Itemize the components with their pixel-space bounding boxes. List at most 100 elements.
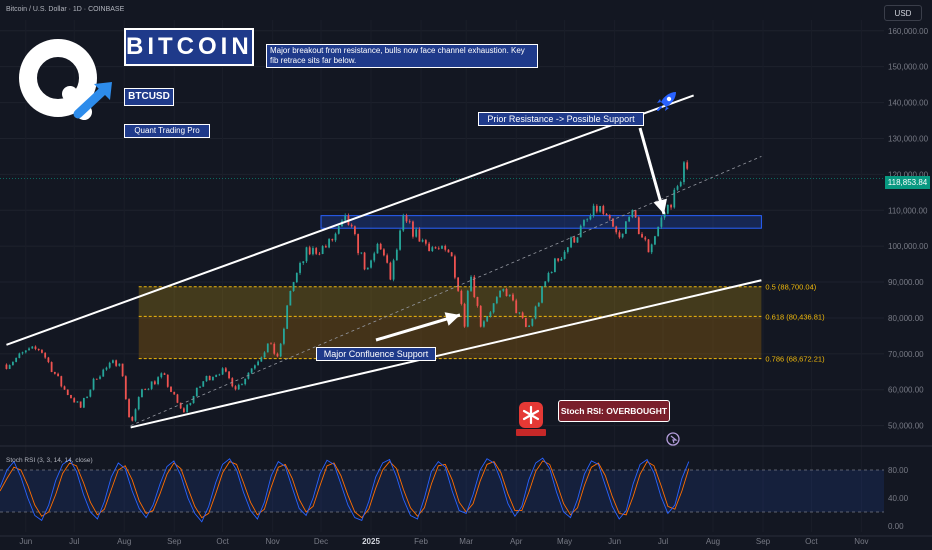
candle-body bbox=[131, 417, 134, 421]
candle-body bbox=[437, 248, 440, 250]
candle-body bbox=[47, 357, 50, 363]
candle-body bbox=[182, 408, 185, 412]
candle-body bbox=[202, 381, 205, 387]
candle-body bbox=[150, 381, 153, 389]
price-tick-label: 90,000.00 bbox=[888, 278, 924, 287]
candle-body bbox=[108, 362, 111, 368]
candle-body bbox=[221, 368, 224, 375]
candle-body bbox=[334, 233, 337, 241]
candle-body bbox=[654, 236, 656, 245]
candle-body bbox=[444, 245, 447, 250]
quant-q-logo-icon bbox=[19, 39, 112, 120]
candle-body bbox=[370, 260, 372, 268]
time-tick-label: Sep bbox=[167, 537, 182, 546]
candle-body bbox=[73, 398, 76, 403]
candle-body bbox=[615, 226, 618, 233]
candle-body bbox=[547, 272, 550, 282]
candle-body bbox=[289, 290, 292, 306]
candle-body bbox=[457, 277, 460, 291]
candle-body bbox=[641, 234, 643, 238]
candle-body bbox=[241, 384, 243, 385]
candle-body bbox=[302, 261, 305, 264]
candle-body bbox=[366, 267, 369, 270]
candle-body bbox=[112, 360, 114, 363]
candle-body bbox=[263, 352, 266, 358]
candle-body bbox=[492, 303, 495, 313]
candle-body bbox=[399, 230, 401, 250]
candle-body bbox=[666, 204, 669, 214]
candle-body bbox=[528, 325, 531, 327]
candle-body bbox=[460, 290, 463, 304]
candle-body bbox=[186, 404, 189, 412]
stoch-rsi-pane bbox=[0, 445, 932, 523]
candle-body bbox=[624, 221, 627, 234]
fib-zone-upper bbox=[138, 286, 762, 317]
candle-body bbox=[344, 215, 347, 221]
currency-button[interactable]: USD bbox=[884, 5, 922, 21]
candle-body bbox=[8, 365, 11, 369]
candle-body bbox=[105, 367, 108, 370]
candle-body bbox=[608, 215, 611, 219]
candle-body bbox=[12, 361, 14, 366]
candle-body bbox=[412, 221, 414, 237]
candle-body bbox=[515, 300, 518, 314]
candle-body bbox=[176, 394, 179, 403]
candle-body bbox=[373, 253, 376, 261]
candle-body bbox=[141, 389, 143, 398]
candle-body bbox=[679, 182, 682, 187]
confluence-arrow-head bbox=[444, 312, 460, 326]
cursor-icon[interactable] bbox=[665, 431, 681, 447]
candle-body bbox=[99, 376, 101, 379]
candle-body bbox=[537, 302, 540, 307]
candle-body bbox=[157, 377, 159, 385]
candle-body bbox=[31, 346, 34, 349]
candle-body bbox=[357, 234, 360, 254]
candle-body bbox=[170, 386, 172, 392]
candle-body bbox=[95, 378, 98, 380]
candle-body bbox=[41, 350, 43, 353]
candle-body bbox=[128, 399, 130, 418]
candle-body bbox=[563, 251, 566, 259]
candle-body bbox=[212, 376, 214, 381]
candle-body bbox=[295, 272, 298, 283]
candle-body bbox=[60, 376, 63, 387]
candle-series bbox=[5, 160, 689, 422]
candle-body bbox=[428, 243, 430, 252]
candle-body bbox=[218, 374, 221, 376]
candle-body bbox=[592, 205, 595, 216]
candle-body bbox=[308, 247, 311, 255]
last-price-tag: 118,853.84 bbox=[885, 176, 930, 189]
candle-body bbox=[424, 240, 427, 244]
candle-body bbox=[650, 244, 653, 253]
price-tick-label: 130,000.00 bbox=[888, 134, 929, 143]
candle-body bbox=[431, 247, 434, 252]
candle-body bbox=[621, 233, 624, 238]
candle-body bbox=[489, 312, 492, 317]
candle-body bbox=[89, 389, 92, 397]
grid bbox=[0, 20, 884, 532]
candle-body bbox=[137, 397, 140, 410]
candle-body bbox=[350, 224, 353, 227]
candle-body bbox=[228, 371, 230, 379]
candle-body bbox=[583, 220, 585, 226]
time-tick-label: 2025 bbox=[362, 537, 380, 546]
candle-body bbox=[441, 245, 443, 249]
time-tick-label: Aug bbox=[706, 537, 720, 546]
candle-body bbox=[34, 346, 37, 349]
candle-body bbox=[602, 206, 605, 214]
candle-body bbox=[195, 387, 198, 397]
candle-body bbox=[215, 374, 218, 377]
rsi-tick-label: 80.00 bbox=[888, 466, 909, 475]
channel-median-line bbox=[130, 156, 762, 427]
stoch-rsi-d-line bbox=[0, 460, 690, 519]
candle-body bbox=[82, 398, 85, 408]
candle-body bbox=[676, 186, 679, 190]
ticker-tag: BTCUSD bbox=[124, 88, 174, 106]
candle-body bbox=[376, 243, 379, 254]
candle-body bbox=[386, 255, 389, 263]
time-tick-label: Sep bbox=[756, 537, 771, 546]
candle-body bbox=[28, 348, 30, 351]
price-tick-label: 60,000.00 bbox=[888, 386, 924, 395]
time-tick-label: Nov bbox=[266, 537, 280, 546]
